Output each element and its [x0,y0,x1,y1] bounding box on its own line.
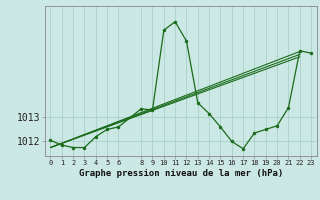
X-axis label: Graphe pression niveau de la mer (hPa): Graphe pression niveau de la mer (hPa) [79,169,283,178]
